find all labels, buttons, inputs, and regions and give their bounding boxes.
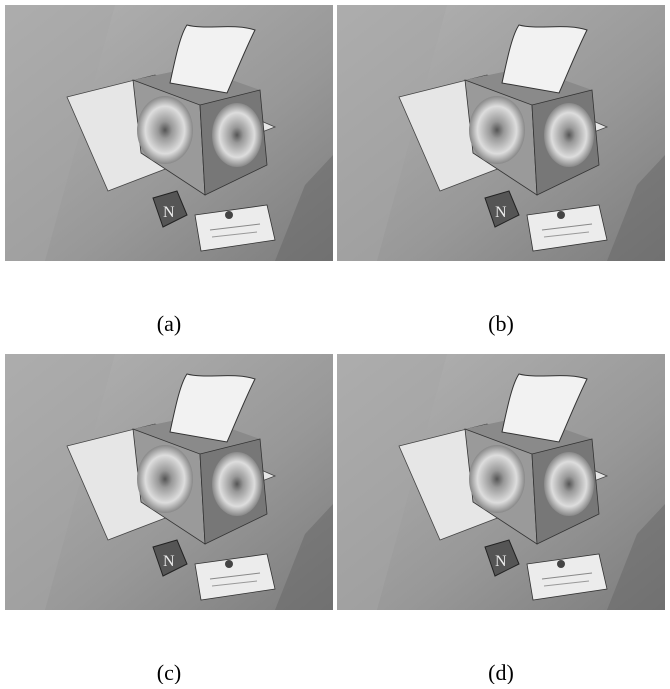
photo	[5, 354, 333, 610]
panel-label: (a)	[157, 311, 181, 336]
photo	[337, 354, 665, 610]
photo	[5, 5, 333, 261]
photo	[337, 5, 665, 261]
panel-label: (c)	[157, 660, 181, 684]
panel-label: (d)	[488, 660, 514, 684]
panel-label: (b)	[488, 311, 514, 336]
